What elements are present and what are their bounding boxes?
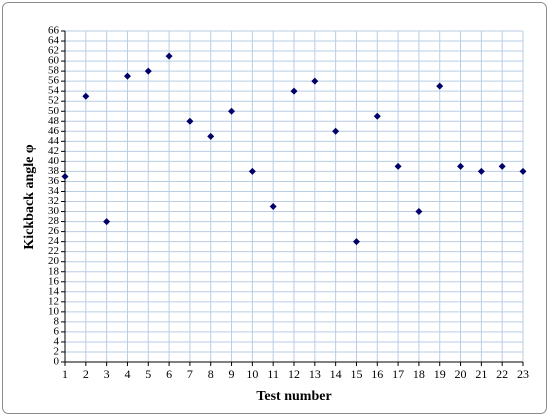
y-tick-label: 14: [48, 285, 60, 297]
x-tick-label: 2: [83, 367, 89, 381]
y-tick-label: 40: [48, 155, 60, 167]
x-tick-label: 17: [392, 367, 404, 381]
point: [186, 117, 194, 125]
point: [457, 162, 465, 170]
y-tick-label: 12: [48, 295, 59, 307]
y-tick-label: 48: [48, 115, 60, 127]
point: [248, 167, 256, 175]
point: [123, 72, 131, 80]
y-tick-label: 42: [48, 145, 59, 157]
x-tick-label: 7: [187, 367, 193, 381]
x-tick-label: 16: [371, 367, 383, 381]
point: [61, 172, 69, 180]
x-tick-label: 20: [455, 367, 467, 381]
x-tick-label: 13: [309, 367, 321, 381]
y-tick-label: 46: [48, 125, 60, 137]
y-tick-label: 16: [48, 275, 60, 287]
point: [207, 132, 215, 140]
point: [519, 167, 527, 175]
y-tick-label: 26: [48, 225, 60, 237]
x-tick-label: 23: [517, 367, 529, 381]
y-tick-label: 54: [48, 85, 60, 97]
y-tick-label: 34: [48, 185, 60, 197]
x-tick-label: 8: [208, 367, 214, 381]
point: [352, 238, 360, 246]
y-tick-label: 60: [48, 55, 60, 67]
point: [269, 203, 277, 211]
point: [498, 162, 506, 170]
y-tick-label: 62: [48, 45, 59, 57]
y-tick-label: 0: [54, 356, 60, 368]
point: [290, 87, 298, 95]
x-tick-label: 18: [413, 367, 425, 381]
point: [332, 127, 340, 135]
y-tick-label: 4: [54, 335, 60, 347]
y-tick-label: 10: [48, 305, 60, 317]
y-tick-label: 56: [48, 75, 60, 87]
point: [311, 77, 319, 85]
point: [373, 112, 381, 120]
x-tick-label: 11: [267, 367, 279, 381]
y-tick-label: 52: [48, 95, 59, 107]
x-tick-label: 12: [288, 367, 300, 381]
x-tick-label: 1: [62, 367, 68, 381]
x-tick-label: 3: [104, 367, 110, 381]
y-tick-label: 66: [48, 25, 60, 37]
x-tick-label: 6: [166, 367, 172, 381]
x-tick-label: 15: [350, 367, 362, 381]
x-axis-title: Test number: [256, 389, 331, 404]
y-axis-title: Kickback angle φ: [22, 144, 37, 249]
x-tick-label: 4: [124, 367, 130, 381]
point: [394, 162, 402, 170]
y-tick-label: 38: [48, 165, 60, 177]
x-tick-label: 9: [229, 367, 235, 381]
y-tick-label: 44: [48, 135, 60, 147]
point: [144, 67, 152, 75]
x-tick-label: 19: [434, 367, 446, 381]
x-tick-label: 21: [475, 367, 487, 381]
y-tick-label: 8: [54, 315, 60, 327]
y-tick-label: 20: [48, 255, 60, 267]
y-tick-label: 32: [48, 195, 59, 207]
y-tick-label: 50: [48, 105, 60, 117]
point: [477, 167, 485, 175]
point: [103, 218, 111, 226]
y-tick-label: 22: [48, 245, 59, 257]
point: [228, 107, 236, 115]
y-tick-label: 6: [54, 325, 60, 337]
x-tick-label: 22: [496, 367, 508, 381]
y-tick-label: 24: [48, 235, 60, 247]
x-tick-label: 10: [246, 367, 258, 381]
y-tick-label: 18: [48, 265, 60, 277]
point: [165, 52, 173, 60]
point: [82, 92, 90, 100]
y-tick-label: 36: [48, 175, 60, 187]
y-tick-label: 30: [48, 205, 60, 217]
point: [415, 208, 423, 216]
y-tick-label: 28: [48, 215, 60, 227]
point: [436, 82, 444, 90]
x-tick-label: 14: [330, 367, 342, 381]
y-tick-label: 58: [48, 65, 60, 77]
y-tick-label: 64: [48, 35, 60, 47]
y-tick-label: 2: [54, 346, 60, 358]
x-tick-label: 5: [145, 367, 151, 381]
